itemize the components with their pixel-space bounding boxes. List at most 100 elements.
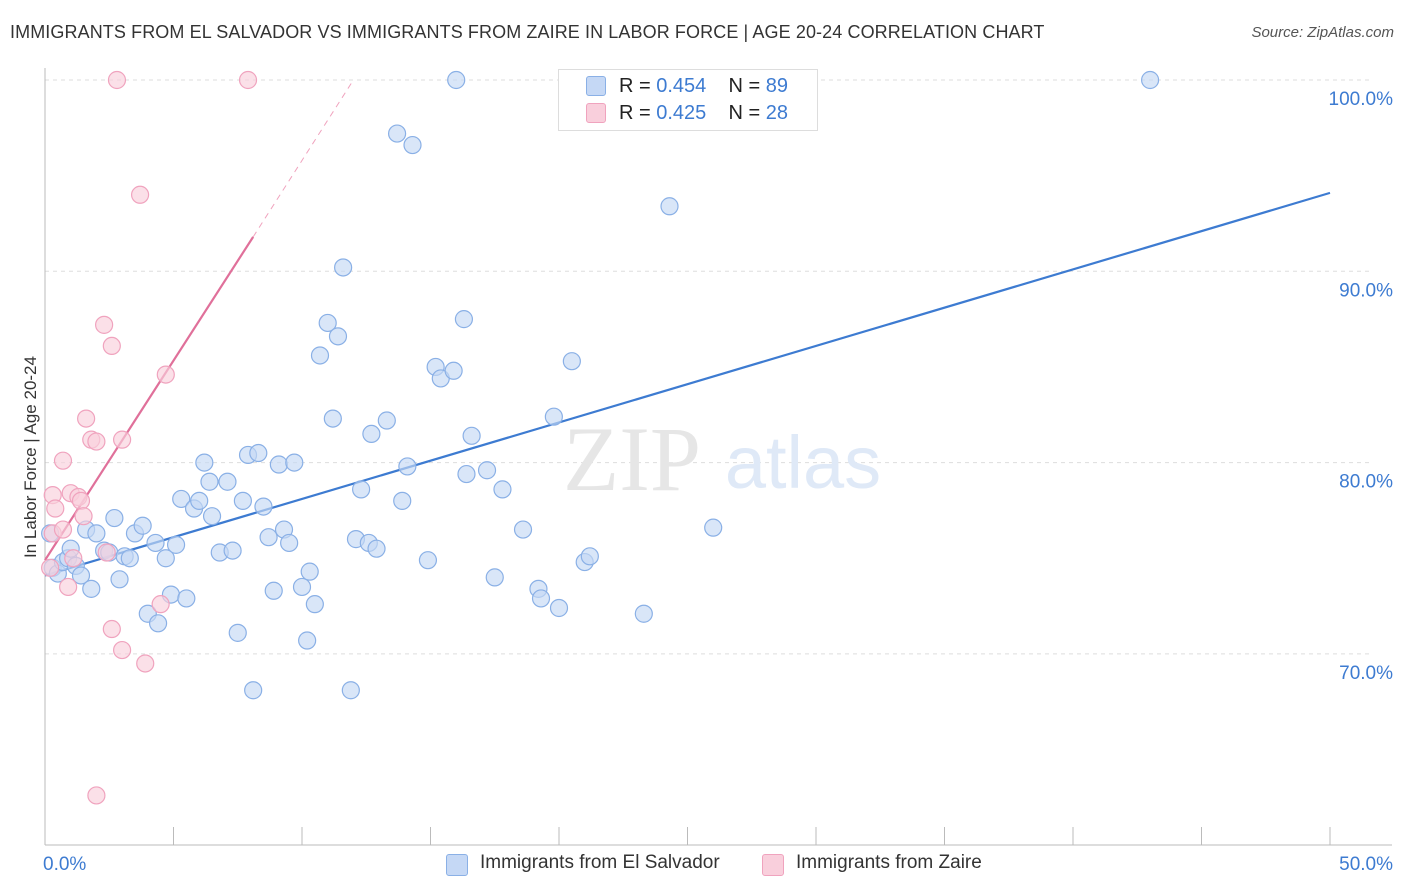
zaire-point	[46, 499, 65, 518]
y-tick-label: 100.0%	[1329, 89, 1394, 110]
el-salvador-point	[223, 541, 242, 560]
el-salvador-trend-line	[44, 191, 1331, 577]
watermark-zip: ZIP	[563, 408, 701, 510]
zaire-point	[77, 409, 96, 428]
data-points	[41, 70, 1160, 805]
el-salvador-point	[300, 562, 319, 581]
el-salvador-point	[218, 472, 237, 491]
el-salvador-point	[156, 549, 175, 568]
grid-lines	[45, 79, 1370, 655]
zaire-point	[97, 543, 116, 562]
el-salvador-point	[71, 566, 91, 585]
zaire-point	[87, 432, 106, 451]
el-salvador-point	[457, 464, 476, 484]
el-salvador-point	[82, 579, 101, 598]
el-salvador-point	[418, 551, 438, 570]
zaire-point	[130, 185, 150, 204]
el-salvador-point	[228, 623, 247, 642]
zaire-point	[53, 451, 73, 470]
el-salvador-point	[323, 409, 342, 428]
el-salvador-point	[444, 361, 463, 380]
r-label: R =	[619, 74, 651, 97]
zaire-point	[156, 365, 175, 384]
chart-title: IMMIGRANTS FROM EL SALVADOR VS IMMIGRANT…	[10, 22, 1045, 42]
el-salvador-point	[318, 313, 337, 333]
el-salvador-point	[249, 443, 268, 463]
el-salvador-point	[334, 258, 353, 277]
el-salvador-point	[1140, 70, 1160, 90]
el-salvador-point	[387, 124, 407, 143]
el-salvador-point	[166, 535, 186, 554]
zipatlas-watermark: ZIP atlas	[563, 408, 881, 510]
el-salvador-point	[447, 70, 466, 90]
bottom-legend-label: Immigrants from Zaire	[796, 852, 982, 873]
zaire-point	[102, 336, 121, 356]
y-tick-label: 90.0%	[1339, 280, 1393, 301]
el-salvador-point	[367, 539, 386, 558]
watermark-atlas: atlas	[725, 421, 881, 504]
y-tick-label: 80.0%	[1339, 472, 1393, 493]
el-salvador-point	[298, 631, 317, 650]
y-tick-label: 70.0%	[1339, 663, 1393, 684]
el-salvador-point	[146, 533, 165, 553]
el-salvador-point	[269, 455, 288, 474]
el-salvador-point	[202, 507, 222, 526]
el-salvador-point	[513, 520, 533, 539]
el-salvador-point	[292, 577, 312, 597]
legend-row-text: R = 0.454 N = 89	[619, 75, 788, 98]
zaire-point	[112, 430, 132, 449]
bottom-legend-label: Immigrants from El Salvador	[480, 852, 720, 873]
zaire-point	[112, 640, 132, 660]
zaire-point	[136, 654, 155, 673]
el-salvador-point	[148, 614, 168, 633]
el-salvador-point	[120, 549, 139, 568]
zaire-point	[87, 786, 106, 805]
el-salvador-point	[477, 461, 497, 480]
el-salvador-point	[172, 489, 191, 509]
el-salvador-point	[177, 589, 196, 608]
el-salvador-point	[704, 518, 723, 537]
el-salvador-point	[105, 508, 124, 528]
zaire-point	[74, 507, 93, 526]
y-axis-label: In Labor Force | Age 20-24	[21, 356, 40, 558]
bottom-legend-swatch-pink	[762, 854, 784, 876]
r-value: 0.425	[656, 101, 707, 124]
zaire-point	[41, 558, 60, 577]
zaire-point	[59, 577, 78, 597]
el-salvador-point	[280, 533, 299, 553]
r-label: R =	[619, 101, 651, 124]
zaire-point	[64, 549, 83, 568]
el-salvador-point	[403, 135, 422, 155]
el-salvador-point	[352, 480, 371, 499]
r-value: 0.454	[656, 74, 707, 97]
source-label: Source: ZipAtlas.com	[1251, 24, 1394, 41]
el-salvador-point	[328, 327, 348, 346]
el-salvador-point	[254, 497, 273, 516]
n-value: 89	[765, 74, 789, 97]
el-salvador-point	[377, 411, 396, 430]
el-salvador-point	[264, 581, 283, 600]
legend-row-text: R = 0.425 N = 28	[619, 102, 788, 125]
stats-legend: R = 0.454 N = 89 R = 0.425 N = 28	[558, 69, 818, 131]
el-salvador-point	[285, 453, 304, 472]
zaire-point	[107, 70, 127, 90]
bottom-legend-swatch-blue	[446, 854, 468, 876]
el-salvador-point	[195, 453, 214, 472]
axes	[44, 68, 1392, 846]
el-salvador-point	[110, 570, 129, 589]
zaire-trend-extension	[252, 79, 354, 238]
x-tick-label: 0.0%	[43, 854, 86, 875]
n-label: N =	[728, 74, 761, 97]
el-salvador-point	[362, 424, 381, 444]
el-salvador-point	[544, 407, 563, 426]
n-value: 28	[765, 101, 789, 124]
el-salvador-point	[493, 480, 512, 499]
x-tick-label: 50.0%	[1339, 854, 1393, 875]
n-label: N =	[728, 101, 761, 124]
zaire-point	[102, 619, 121, 639]
el-salvador-point	[133, 516, 152, 535]
el-salvador-point	[634, 604, 653, 623]
el-salvador-point	[393, 491, 412, 510]
zaire-point	[95, 315, 114, 334]
